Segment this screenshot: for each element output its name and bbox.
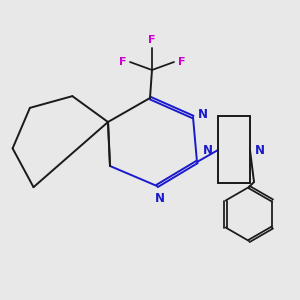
Text: F: F (148, 35, 156, 45)
Text: N: N (203, 143, 213, 157)
Text: N: N (155, 191, 165, 205)
Text: F: F (178, 57, 185, 67)
Text: F: F (118, 57, 126, 67)
Text: N: N (255, 143, 265, 157)
Text: N: N (198, 107, 208, 121)
